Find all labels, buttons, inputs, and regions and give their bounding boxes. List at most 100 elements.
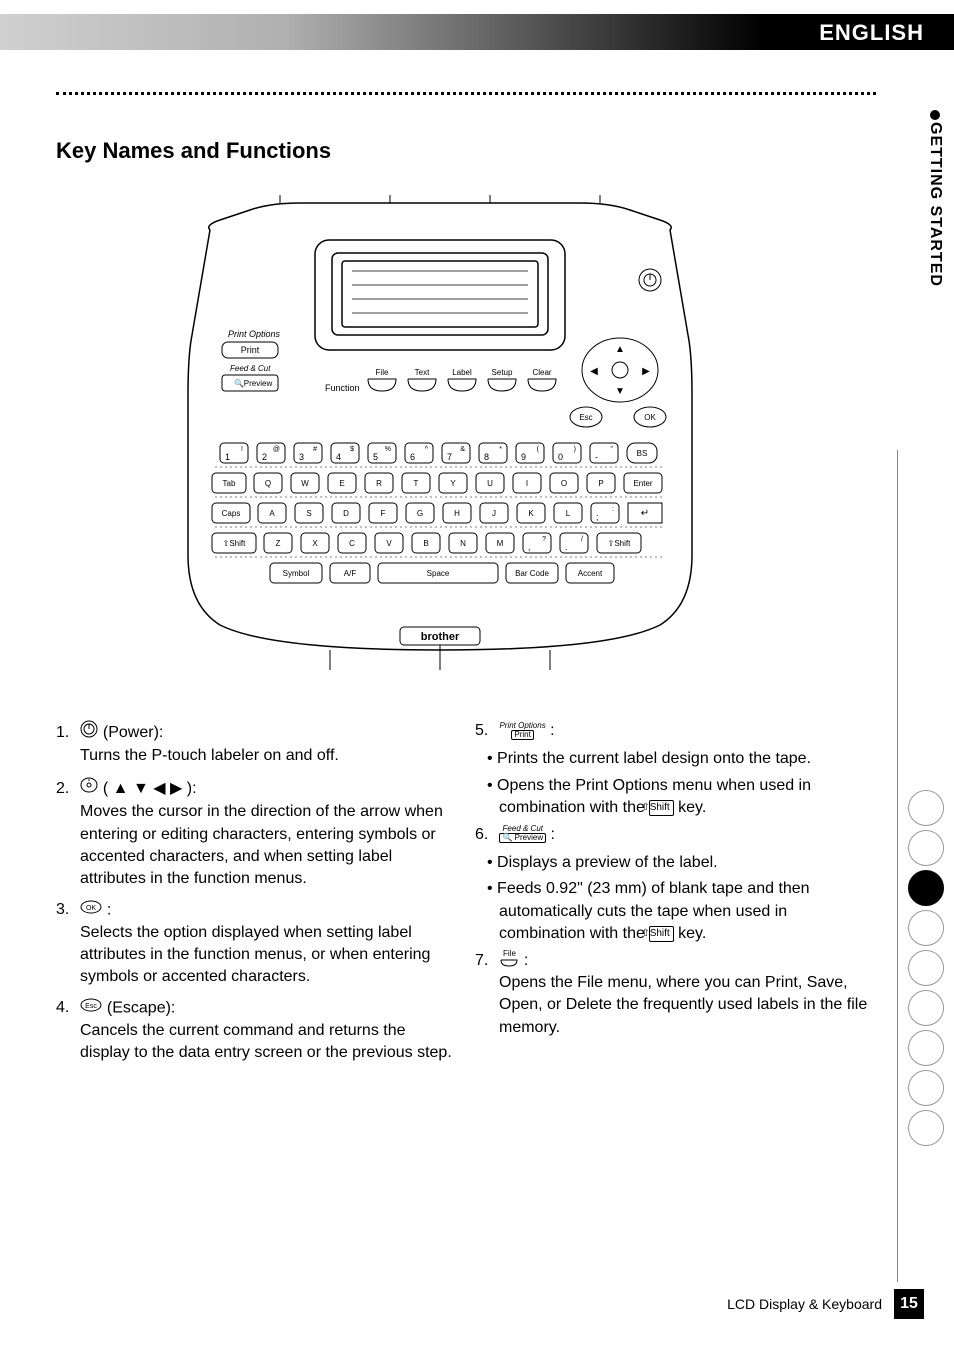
right-column: 5. Print Options Print : • Prints the cu… xyxy=(475,720,874,1072)
svg-text:⇧Shift: ⇧Shift xyxy=(223,539,246,548)
svg-text:OK: OK xyxy=(644,413,656,422)
bullet-item: • Opens the Print Options menu when used… xyxy=(487,775,874,820)
svg-text:1: 1 xyxy=(225,452,230,462)
svg-text:P: P xyxy=(598,479,603,488)
esc-icon: Esc xyxy=(80,997,102,1019)
section-title: Key Names and Functions xyxy=(56,138,331,164)
svg-text:▲: ▲ xyxy=(615,344,625,355)
svg-text:⇧Shift: ⇧Shift xyxy=(608,539,631,548)
svg-text:T: T xyxy=(414,479,419,488)
svg-text:Z: Z xyxy=(276,539,281,548)
svg-text:S: S xyxy=(306,509,311,518)
page-indicator-dot xyxy=(908,1030,944,1066)
item-number: 3. xyxy=(56,899,76,921)
svg-text:R: R xyxy=(376,479,382,488)
page-indicator-dot xyxy=(908,950,944,986)
item-label: (Escape): xyxy=(107,999,175,1016)
svg-text:3: 3 xyxy=(299,452,304,462)
ok-icon: OK xyxy=(80,899,102,921)
svg-text:6: 6 xyxy=(410,452,415,462)
svg-text:0: 0 xyxy=(558,452,563,462)
keyboard-diagram: ▲ ▼ ◀ ▶ Print Options Print Feed & Cut 🔍… xyxy=(160,195,720,675)
svg-text:F: F xyxy=(381,509,386,518)
svg-text:File: File xyxy=(376,368,389,377)
svg-text:↵: ↵ xyxy=(641,508,649,519)
svg-text:5: 5 xyxy=(373,452,378,462)
svg-text:Esc: Esc xyxy=(86,1003,98,1010)
svg-text:Preview: Preview xyxy=(244,379,273,388)
svg-text:2: 2 xyxy=(262,452,267,462)
svg-text:A/F: A/F xyxy=(344,569,357,578)
svg-text:Tab: Tab xyxy=(223,479,236,488)
bullet-item: • Prints the current label design onto t… xyxy=(487,748,874,770)
svg-text:*: * xyxy=(499,446,502,453)
svg-text:8: 8 xyxy=(484,452,489,462)
svg-text:Bar Code: Bar Code xyxy=(515,569,549,578)
language-label: ENGLISH xyxy=(819,20,924,46)
svg-text:K: K xyxy=(528,509,534,518)
svg-text:.: . xyxy=(565,542,568,552)
side-bullet xyxy=(930,110,940,120)
page-indicator-dot xyxy=(908,1110,944,1146)
svg-text:/: / xyxy=(581,536,583,543)
svg-text:): ) xyxy=(574,446,576,453)
item-desc: Selects the option displayed when settin… xyxy=(80,922,455,989)
page-indicator-dot xyxy=(908,790,944,826)
item-number: 2. xyxy=(56,778,76,800)
file-key-icon: File xyxy=(499,950,519,970)
svg-text:9: 9 xyxy=(521,452,526,462)
svg-text:Label: Label xyxy=(452,368,472,377)
svg-text:◀: ◀ xyxy=(590,366,598,377)
footer-text: LCD Display & Keyboard xyxy=(727,1296,882,1312)
svg-text:Esc: Esc xyxy=(579,413,592,422)
svg-text:🔍: 🔍 xyxy=(234,378,244,388)
svg-text:BS: BS xyxy=(637,449,648,458)
svg-text:Space: Space xyxy=(427,569,450,578)
svg-text:Feed & Cut: Feed & Cut xyxy=(230,364,271,373)
svg-text:;: ; xyxy=(596,512,599,522)
print-options-label: Print Options xyxy=(228,329,281,339)
item-desc: Turns the P-touch labeler on and off. xyxy=(80,745,455,767)
svg-text:O: O xyxy=(561,479,567,488)
svg-text:I: I xyxy=(526,479,528,488)
page-number: 15 xyxy=(894,1289,924,1319)
page-indicator-dot xyxy=(908,910,944,946)
svg-text:Caps: Caps xyxy=(222,509,241,518)
svg-text:M: M xyxy=(497,539,504,548)
content-columns: 1. (Power): Turns the P-touch labeler on… xyxy=(56,720,874,1072)
svg-text:brother: brother xyxy=(421,631,460,643)
svg-text:D: D xyxy=(343,509,349,518)
svg-text:%: % xyxy=(385,446,391,453)
side-divider-line xyxy=(897,450,898,1282)
bullet-item: • Feeds 0.92" (23 mm) of blank tape and … xyxy=(487,878,874,945)
svg-text:B: B xyxy=(423,539,428,548)
dotted-divider xyxy=(56,92,876,95)
svg-text:^: ^ xyxy=(425,446,429,453)
svg-text:C: C xyxy=(349,539,355,548)
shift-key-icon: ⇧Shift xyxy=(649,800,673,816)
item-number: 1. xyxy=(56,722,76,744)
svg-text:@: @ xyxy=(273,446,280,453)
item-label: ( ▲ ▼ ◀ ▶ ): xyxy=(103,780,197,797)
side-page-indicators xyxy=(908,790,944,1146)
header-gradient xyxy=(0,14,954,50)
svg-text:Print: Print xyxy=(241,345,260,355)
item-number: 6. xyxy=(475,824,495,846)
svg-text:7: 7 xyxy=(447,452,452,462)
svg-text:W: W xyxy=(301,479,309,488)
svg-text:,: , xyxy=(528,542,531,552)
svg-text:&: & xyxy=(460,446,465,453)
page-footer: LCD Display & Keyboard 15 xyxy=(727,1289,924,1319)
page-indicator-dot xyxy=(908,870,944,906)
svg-text:!: ! xyxy=(241,446,243,453)
svg-text:OK: OK xyxy=(86,905,96,912)
svg-text:▶: ▶ xyxy=(642,366,650,377)
svg-text:U: U xyxy=(487,479,493,488)
side-tab-label: GETTING STARTED xyxy=(926,122,944,287)
item-desc: Opens the File menu, where you can Print… xyxy=(499,972,874,1039)
svg-text:Q: Q xyxy=(265,479,271,488)
svg-text:N: N xyxy=(460,539,466,548)
bullet-item: • Displays a preview of the label. xyxy=(487,852,874,874)
page-indicator-dot xyxy=(908,990,944,1026)
svg-text:H: H xyxy=(454,509,460,518)
